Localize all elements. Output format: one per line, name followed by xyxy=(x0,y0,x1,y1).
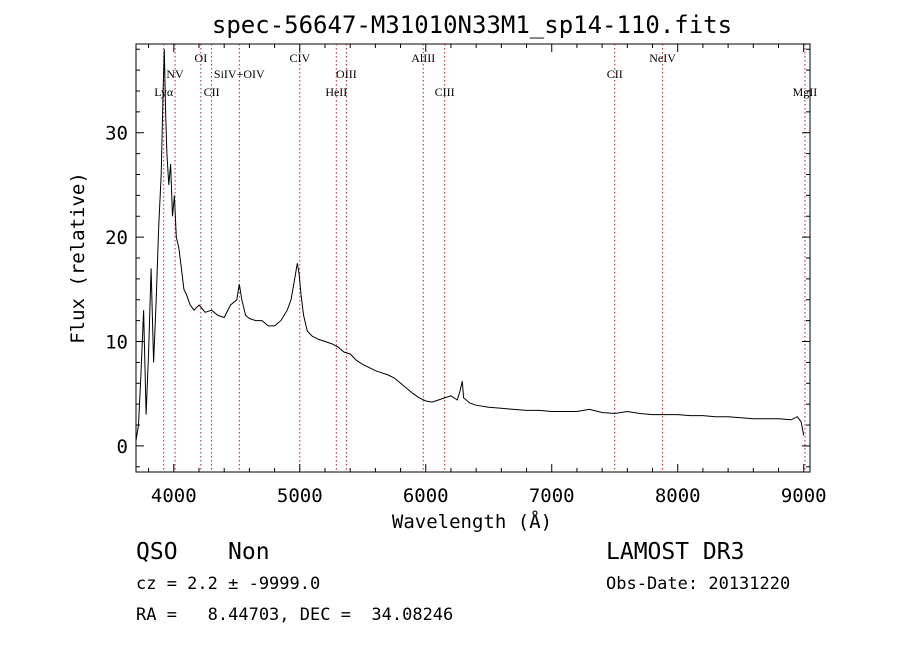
line-label-4: SiIV+OIV xyxy=(214,67,265,81)
y-tick-label-0: 0 xyxy=(117,436,128,458)
line-label-1: NV xyxy=(166,67,184,81)
x-tick-label-5: 9000 xyxy=(781,485,827,507)
line-label-7: OIII xyxy=(336,67,357,81)
line-label-3: CII xyxy=(204,85,220,99)
line-label-8: AlIII xyxy=(411,51,435,65)
spectral-line-markers xyxy=(163,44,806,472)
coordinates-readout: RA = 8.44703, DEC = 34.08246 xyxy=(136,605,453,625)
line-label-6: HeII xyxy=(325,85,347,99)
x-tick-label-3: 7000 xyxy=(529,485,575,507)
y-tick-label-1: 10 xyxy=(105,332,128,354)
line-label-5: CIV xyxy=(289,51,310,65)
x-tick-label-4: 8000 xyxy=(655,485,701,507)
line-label-12: MgII xyxy=(793,85,818,99)
x-tick-label-0: 4000 xyxy=(151,485,197,507)
x-axis-label: Wavelength (Å) xyxy=(392,510,552,533)
spectral-line-labels: Lyα NV OI CII SiIV+OIV CIV HeII OIII AlIII CIII CI… xyxy=(154,51,817,99)
y-axis-ticks: 0 10 20 30 xyxy=(105,48,810,468)
y-tick-label-2: 20 xyxy=(105,227,128,249)
line-label-2: OI xyxy=(195,51,208,65)
observation-date: Obs-Date: 20131220 xyxy=(606,574,790,594)
survey-release: LAMOST DR3 xyxy=(606,539,744,565)
x-tick-label-1: 5000 xyxy=(277,485,323,507)
plot-frame xyxy=(135,43,811,473)
object-subclass: Non xyxy=(228,539,270,565)
line-label-9: CIII xyxy=(435,85,455,99)
y-axis-label: Flux (relative) xyxy=(67,172,89,344)
redshift-readout: cz = 2.2 ± -9999.0 xyxy=(136,574,320,594)
object-class: QSO xyxy=(136,539,178,565)
spectrum-line xyxy=(135,49,805,441)
line-label-11: NeIV xyxy=(649,51,676,65)
chart-title: spec-56647-M31010N33M1_sp14-110.fits xyxy=(212,11,732,39)
line-label-0: Lyα xyxy=(154,85,174,99)
x-tick-label-2: 6000 xyxy=(403,485,449,507)
x-axis-ticks: 4000 5000 6000 7000 8000 9000 xyxy=(148,44,827,507)
y-tick-label-3: 30 xyxy=(105,123,128,145)
line-label-10: CII xyxy=(607,67,623,81)
